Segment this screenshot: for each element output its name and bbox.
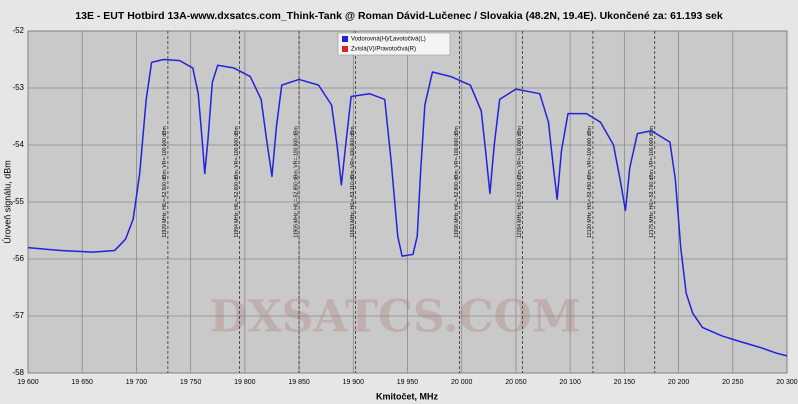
x-tick-label: 19 750: [180, 379, 202, 386]
marker-label: 11996 MHz; H/L=-52.800 dBm; VR=-100.000 …: [454, 126, 460, 237]
y-tick-label: -52: [12, 26, 24, 35]
marker-label: 11929 MHz; H/L=-52.500 dBm; VR=-100.000 …: [162, 126, 168, 237]
x-tick-label: 19 600: [17, 379, 39, 386]
x-tick-label: 20 100: [559, 379, 581, 386]
y-tick-label: -54: [12, 140, 24, 149]
marker-label: 11905 MHz; H/L=-52.850 dBm; VR=-100.000 …: [293, 126, 299, 237]
x-tick-label: 19 800: [234, 379, 256, 386]
x-tick-label: 20 200: [668, 379, 690, 386]
legend-swatch: [342, 46, 348, 52]
x-axis-label: Kmitočet, MHz: [376, 391, 439, 401]
x-tick-label: 20 000: [451, 379, 473, 386]
x-tick-label: 19 700: [126, 379, 148, 386]
marker-label: 12175 MHz; H/L=-53.760 dBm; VR=-100.000 …: [649, 126, 655, 238]
x-tick-label: 20 300: [776, 379, 798, 386]
y-tick-label: -53: [12, 83, 24, 92]
legend: Vodorovná(H)/Ľavotočivá(L) Zvislá(V)/Prav…: [337, 32, 451, 56]
chart-title: 13E - EUT Hotbird 13A-www.dxsatcs.com_Th…: [75, 10, 723, 22]
legend-box: [337, 32, 451, 56]
watermark: DXSATCS.COM: [209, 292, 580, 343]
y-tick-label: -55: [12, 197, 24, 206]
x-tick-label: 19 900: [343, 379, 365, 386]
x-tick-label: 20 150: [614, 379, 636, 386]
y-axis-label: Úroveň signálu, dBm: [2, 160, 12, 244]
x-tick-label: 19 850: [288, 379, 310, 386]
marker-label: 11913 MHz; H/L=-53.110 dBm; VR=-100.000 …: [350, 127, 356, 238]
y-tick-label: -57: [12, 311, 24, 320]
legend-label: Vodorovná(H)/Ľavotočivá(L): [351, 37, 426, 43]
marker-label: 12120 MHz; H/L=-53.450 dBm; VR=-100.000 …: [587, 126, 593, 238]
x-tick-label: 20 050: [505, 379, 527, 386]
y-tick-label: -58: [12, 368, 24, 377]
marker-label: 12054 MHz; H/L=-53.030 dBm; VR=-100.000 …: [517, 126, 523, 238]
marker-label: 11994 MHz; H/L=-52.600 dBm; VR=-100.000 …: [234, 126, 240, 237]
legend-label: Zvislá(V)/Pravotočivá(R): [351, 47, 416, 53]
x-tick-label: 19 650: [72, 379, 94, 386]
series-line: [27, 58, 788, 357]
x-tick-label: 19 950: [397, 379, 419, 386]
x-tick-label: 20 250: [722, 379, 744, 386]
y-tick-label: -56: [12, 254, 24, 263]
legend-swatch: [342, 36, 348, 42]
